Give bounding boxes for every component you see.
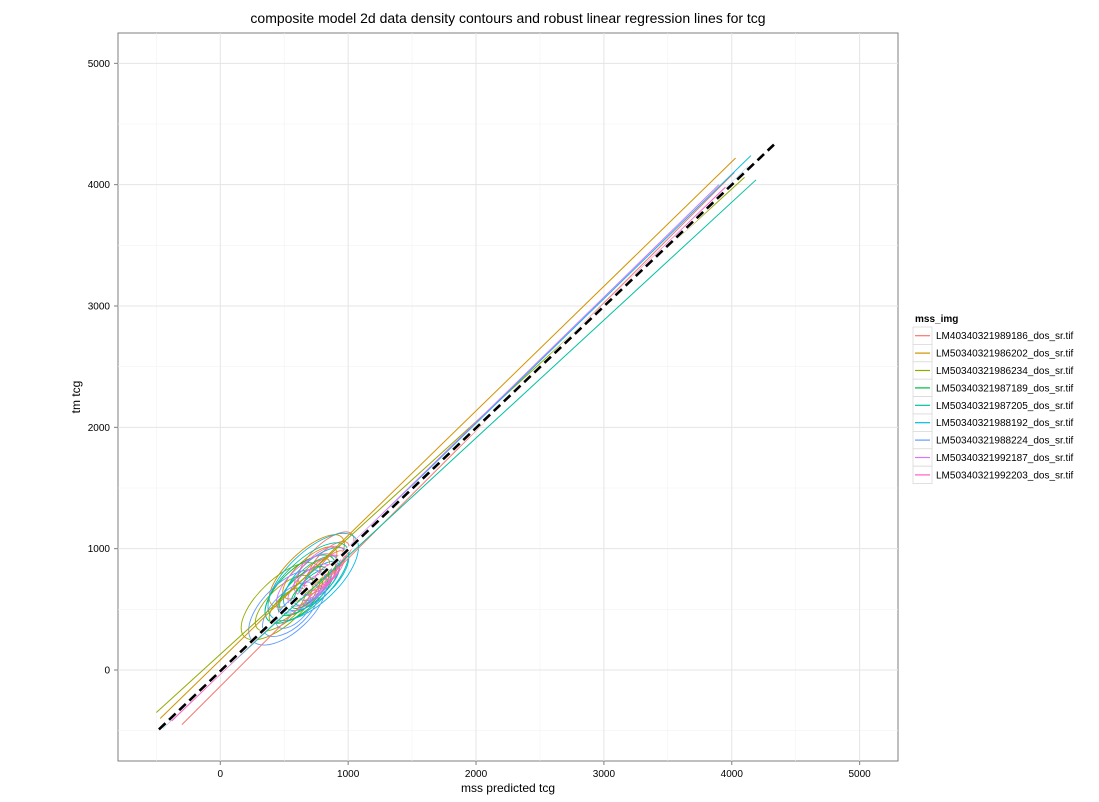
legend-label: LM50340321986234_dos_sr.tif (936, 366, 1074, 377)
legend-label: LM50340321988224_dos_sr.tif (936, 436, 1074, 447)
regression-line-5 (168, 179, 757, 722)
contour-8 (276, 553, 338, 613)
y-tick-label: 1000 (88, 544, 111, 555)
y-tick-label: 3000 (88, 302, 111, 313)
legend-label: LM50340321987205_dos_sr.tif (936, 401, 1074, 412)
contour-8 (298, 573, 327, 601)
contour-5 (264, 542, 350, 624)
contour-6 (267, 532, 359, 622)
x-tick-label: 1000 (337, 769, 360, 780)
regression-line-1 (181, 172, 735, 725)
y-tick-label: 4000 (88, 180, 111, 191)
legend-label: LM50340321992203_dos_sr.tif (936, 470, 1074, 481)
x-tick-label: 5000 (849, 769, 872, 780)
legend-label: LM50340321988192_dos_sr.tif (936, 418, 1074, 429)
regression-line-2 (159, 157, 736, 719)
legend-title: mss_img (915, 314, 958, 325)
x-tick-label: 3000 (593, 769, 616, 780)
contour-9 (293, 545, 346, 597)
reference-line-dashed (158, 143, 775, 731)
x-tick-label: 0 (218, 769, 224, 780)
x-tick-label: 4000 (721, 769, 744, 780)
x-axis-label: mss predicted tcg (461, 781, 555, 795)
legend-label: LM40340321989186_dos_sr.tif (936, 331, 1074, 342)
y-tick-label: 2000 (88, 423, 111, 434)
y-axis-label: tm tcg (69, 381, 83, 414)
legend-label: LM50340321986202_dos_sr.tif (936, 349, 1074, 360)
legend-label: LM50340321992187_dos_sr.tif (936, 453, 1074, 464)
chart-title: composite model 2d data density contours… (250, 10, 765, 26)
y-tick-label: 5000 (88, 59, 111, 70)
reference-line (157, 143, 776, 731)
y-axis-ticks: 0 1000 2000 3000 4000 5000 (88, 59, 118, 677)
x-axis-ticks: 0 1000 2000 3000 4000 5000 (218, 761, 872, 780)
legend-label: LM50340321987189_dos_sr.tif (936, 383, 1074, 394)
grid-major (118, 33, 898, 761)
y-tick-label: 0 (104, 666, 110, 677)
contour-7 (275, 593, 312, 629)
legend: mss_img LM40340321989186_dos_sr.tif LM503… (912, 314, 1074, 485)
grid-minor (118, 33, 898, 761)
x-tick-label: 2000 (465, 769, 488, 780)
contour-9 (313, 563, 338, 587)
